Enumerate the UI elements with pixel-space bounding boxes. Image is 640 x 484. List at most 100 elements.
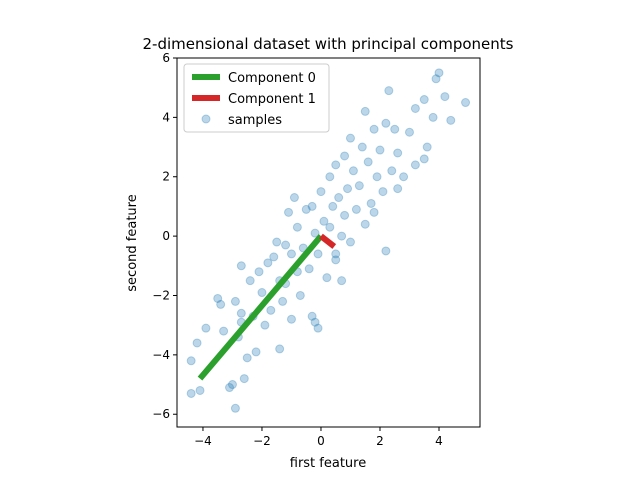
sample-point: [325, 172, 335, 182]
sample-point: [307, 201, 317, 211]
sample-point: [410, 160, 420, 170]
y-tick-label: −6: [152, 407, 170, 421]
legend-label: samples: [228, 113, 282, 128]
sample-point: [219, 326, 229, 336]
sample-point: [387, 166, 397, 176]
sample-point: [378, 187, 388, 197]
sample-point: [360, 106, 370, 116]
sample-point: [431, 74, 441, 84]
x-tick-label: −2: [253, 434, 271, 448]
sample-point: [227, 380, 237, 390]
sample-point: [236, 308, 246, 318]
sample-point: [369, 124, 379, 134]
sample-point: [263, 258, 273, 268]
sample-point: [316, 187, 326, 197]
sample-point: [292, 222, 302, 232]
sample-point: [384, 86, 394, 96]
sample-point: [393, 148, 403, 158]
sample-point: [399, 172, 409, 182]
sample-point: [245, 276, 255, 286]
sample-point: [322, 273, 332, 283]
sample-point: [340, 210, 350, 220]
x-tick-label: 4: [435, 434, 443, 448]
y-tick-label: 6: [162, 51, 170, 65]
sample-point: [304, 264, 314, 274]
sample-point: [269, 252, 279, 262]
component-line: [197, 234, 324, 381]
sample-point: [375, 145, 385, 155]
legend-swatch: [201, 114, 211, 124]
sample-point: [313, 249, 323, 259]
sample-point: [390, 124, 400, 134]
x-axis-label: first feature: [290, 456, 366, 471]
sample-point: [419, 154, 429, 164]
legend-box: [183, 63, 330, 133]
sample-point: [242, 353, 252, 363]
sample-point: [461, 98, 471, 108]
sample-point: [266, 305, 276, 315]
y-tick-label: 2: [162, 170, 170, 184]
sample-point: [446, 115, 456, 125]
sample-point: [213, 293, 223, 303]
sample-point: [340, 151, 350, 161]
sample-point: [284, 207, 294, 217]
sample-point: [331, 160, 341, 170]
sample-point: [331, 255, 341, 265]
sample-point: [360, 219, 370, 229]
axes-frame: [176, 57, 481, 428]
component-line: [319, 233, 337, 249]
sample-point: [325, 222, 335, 232]
sample-point: [310, 228, 320, 238]
y-tick-label: 0: [162, 229, 170, 243]
sample-point: [334, 193, 344, 203]
x-tick-label: −4: [194, 434, 212, 448]
sample-point: [372, 172, 382, 182]
sample-point: [230, 403, 240, 413]
sample-point: [331, 249, 341, 259]
sample-point: [286, 314, 296, 324]
sample-point: [186, 356, 196, 366]
sample-point: [337, 276, 347, 286]
x-tick-label: 2: [376, 434, 384, 448]
sample-point: [272, 237, 282, 247]
sample-point: [363, 157, 373, 167]
sample-point: [343, 184, 353, 194]
sample-point: [434, 68, 444, 78]
y-tick-label: −2: [152, 288, 170, 302]
sample-point: [357, 142, 367, 152]
sample-point: [260, 320, 270, 330]
sample-point: [310, 317, 320, 327]
sample-point: [301, 204, 311, 214]
sample-point: [348, 166, 358, 176]
sample-point: [345, 133, 355, 143]
sample-point: [307, 311, 317, 321]
sample-point: [281, 240, 291, 250]
sample-point: [428, 112, 438, 122]
sample-point: [195, 385, 205, 395]
sample-point: [236, 261, 246, 271]
x-tick-label: 0: [317, 434, 325, 448]
sample-point: [230, 296, 240, 306]
y-tick-label: −4: [152, 348, 170, 362]
sample-point: [313, 323, 323, 333]
sample-point: [351, 204, 361, 214]
sample-point: [257, 288, 267, 298]
sample-point: [404, 127, 414, 137]
sample-point: [354, 181, 364, 191]
legend-label: Component 0: [228, 71, 316, 86]
sample-point: [381, 246, 391, 256]
sample-point: [381, 118, 391, 128]
sample-point: [440, 92, 450, 102]
sample-point: [239, 374, 249, 384]
y-axis-label: second feature: [125, 194, 140, 291]
sample-point: [410, 103, 420, 113]
sample-point: [216, 299, 226, 309]
sample-point: [251, 347, 261, 357]
y-tick-label: 4: [162, 110, 170, 124]
sample-point: [319, 216, 329, 226]
sample-point: [289, 193, 299, 203]
sample-point: [328, 201, 338, 211]
sample-point: [192, 338, 202, 348]
legend-label: Component 1: [228, 92, 316, 107]
